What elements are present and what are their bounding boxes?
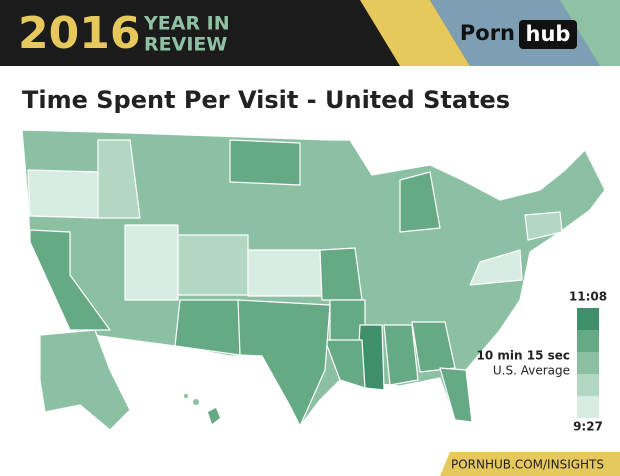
footer-band (440, 452, 620, 476)
state (524, 211, 563, 241)
state (324, 339, 366, 389)
footer-url: PORNHUB.COM/INSIGHTS (451, 458, 604, 472)
state (177, 234, 249, 296)
state (411, 321, 456, 373)
state (174, 299, 241, 356)
average-value: 10 min 15 sec (477, 349, 571, 363)
legend-swatch (577, 308, 599, 330)
state (229, 139, 301, 186)
state (29, 229, 111, 331)
legend-swatch (577, 330, 599, 352)
average-label: U.S. Average (493, 364, 570, 378)
hawaii (208, 408, 220, 424)
hawaii (193, 399, 199, 405)
tagline: YEAR IN (143, 13, 230, 35)
alaska (39, 329, 131, 431)
title: Time Spent Per Visit - United States (22, 86, 510, 114)
tagline: REVIEW (144, 34, 227, 56)
legend-max: 11:08 (569, 290, 607, 304)
logo-left: Porn (460, 21, 515, 45)
logo-box (519, 20, 577, 49)
year: 2016 (18, 8, 140, 59)
legend-min: 9:27 (573, 420, 603, 434)
legend-swatch (577, 374, 599, 396)
state (383, 324, 419, 386)
logo-right: hub (526, 22, 571, 46)
state (237, 299, 331, 427)
state (439, 367, 473, 423)
state (247, 249, 323, 297)
state (469, 249, 523, 286)
state (97, 139, 141, 219)
state (27, 169, 101, 219)
legend-swatch (577, 352, 599, 374)
header-stripe (560, 0, 620, 66)
hawaii (184, 394, 188, 398)
legend-swatch (577, 396, 599, 418)
header-stripe (360, 0, 470, 66)
state (319, 247, 363, 301)
state (124, 224, 179, 301)
legend (577, 308, 599, 418)
us-map (21, 129, 606, 431)
state (399, 171, 441, 233)
